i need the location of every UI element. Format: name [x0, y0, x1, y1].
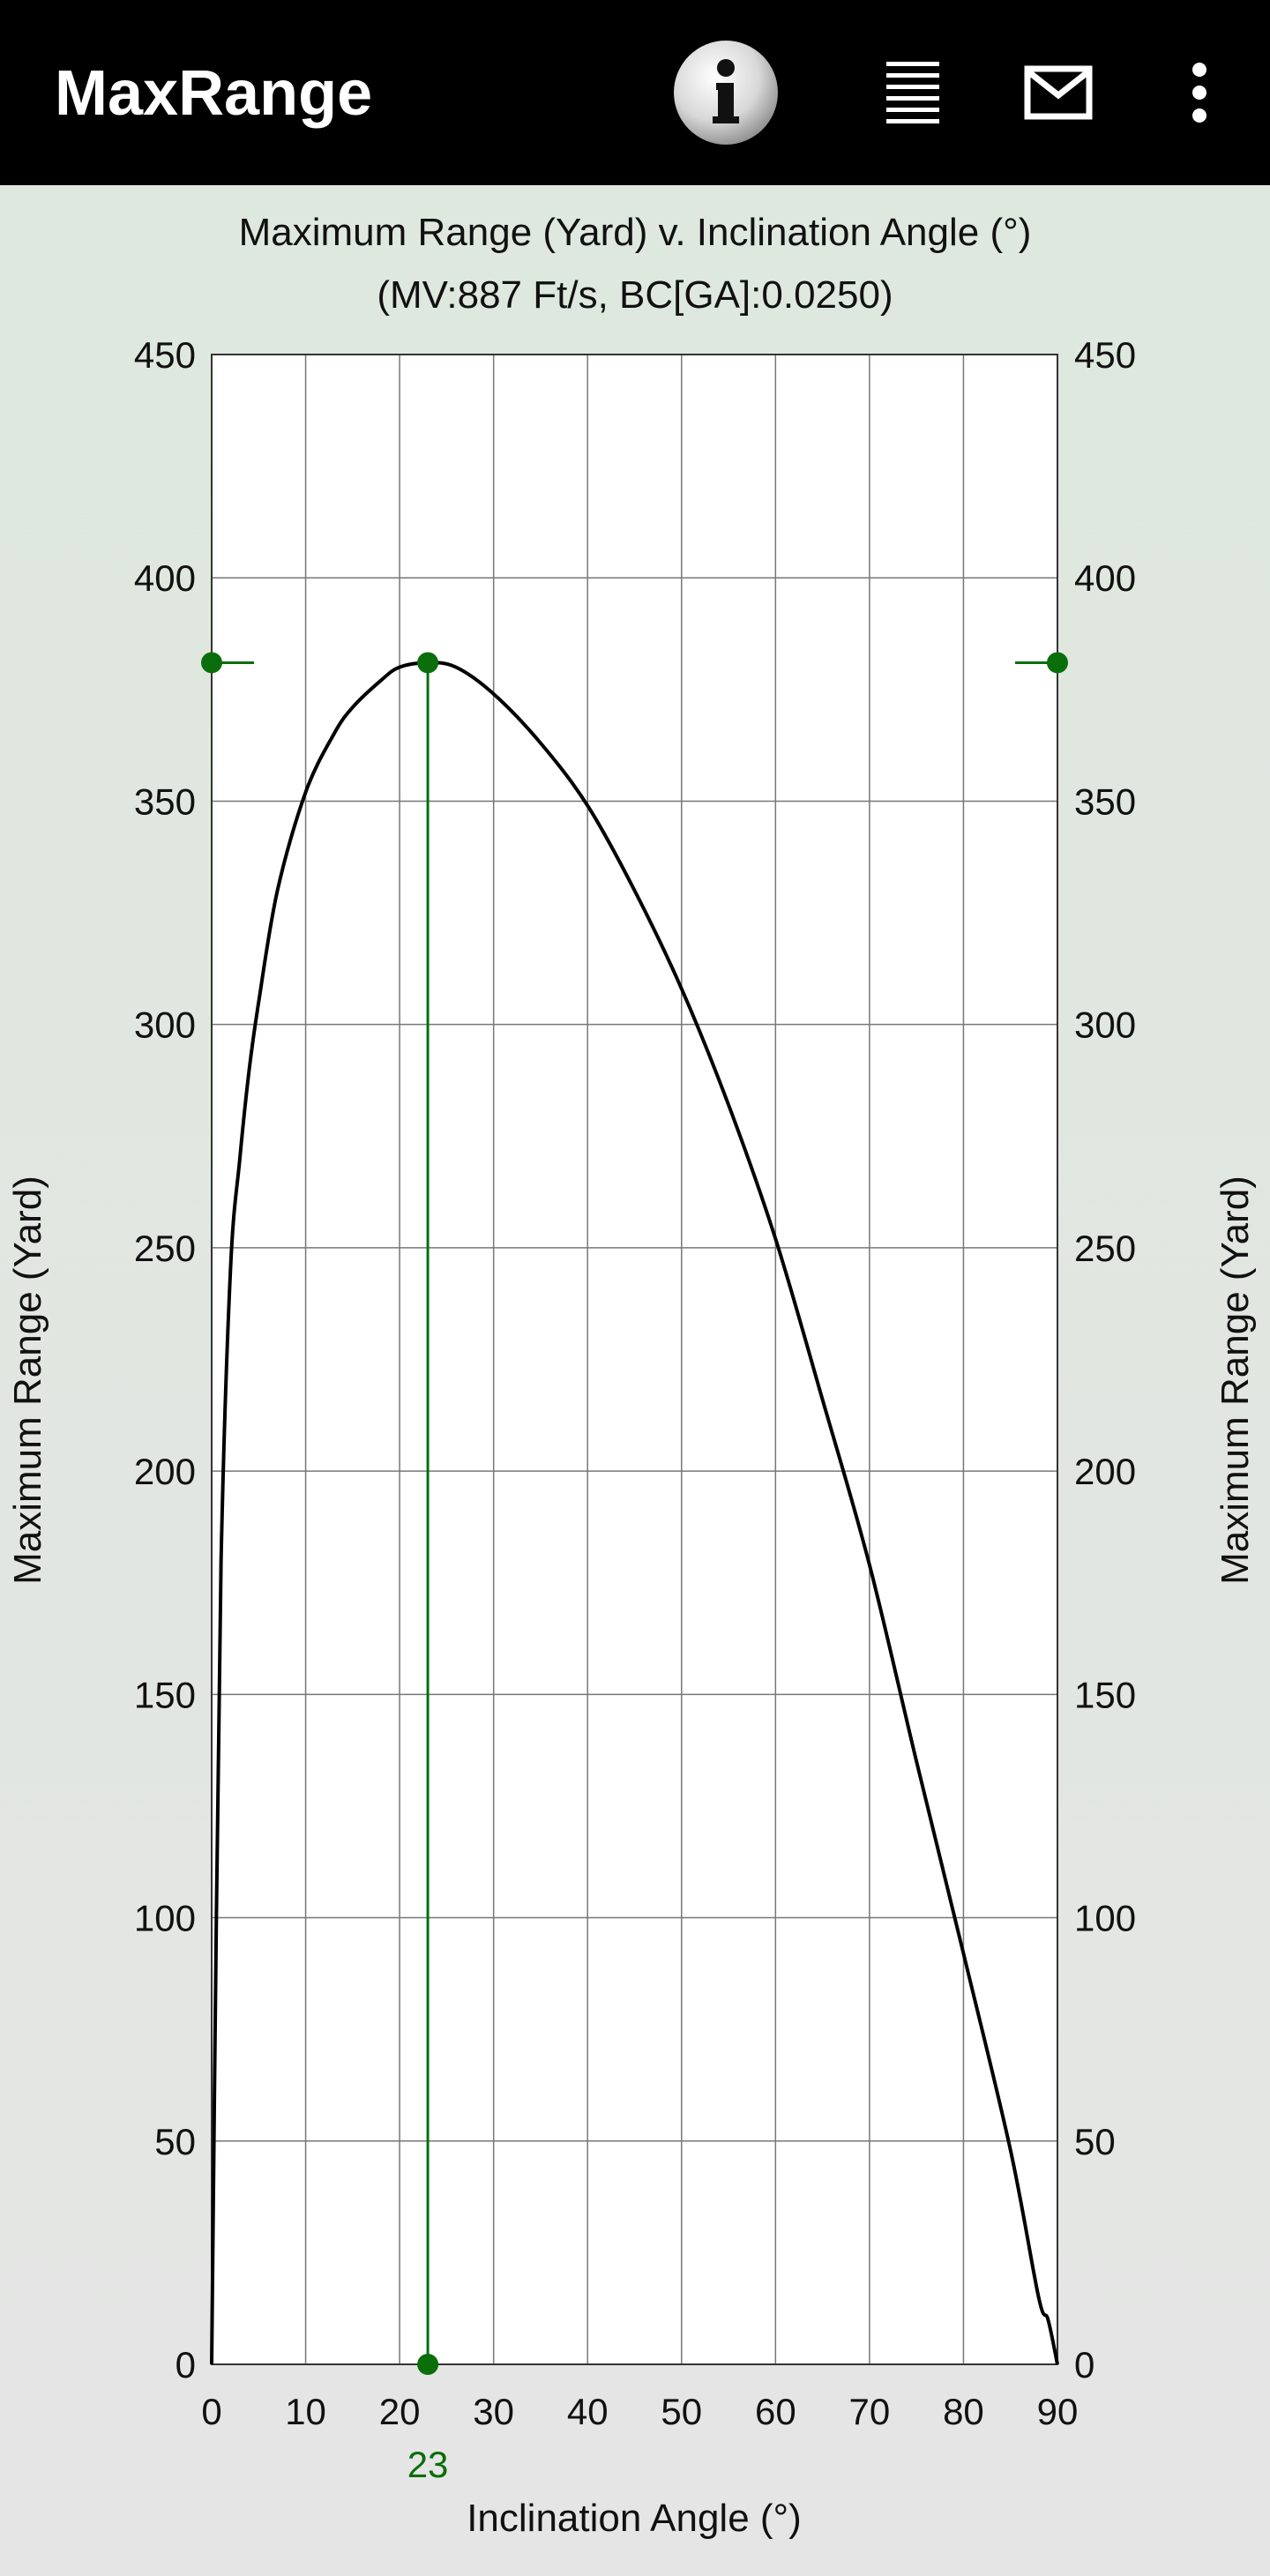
x-tick-label-3: 30 — [473, 2391, 514, 2432]
y-ticks-right: 0 50 100 150 200 250 300 350 400 450 — [1074, 334, 1136, 2386]
x-tick-label-0: 0 — [201, 2391, 221, 2432]
y-tick-label-right-5: 250 — [1074, 1228, 1136, 1269]
y-tick-label-left-0: 0 — [176, 2344, 196, 2386]
y-tick-label-left-5: 250 — [134, 1228, 196, 1269]
chart-title: Maximum Range (Yard) v. Inclination Angl… — [239, 211, 1032, 254]
y-tick-label-right-9: 450 — [1074, 334, 1136, 376]
y-tick-label-left-4: 200 — [134, 1451, 196, 1492]
x-tick-label-5: 50 — [661, 2391, 702, 2432]
y-tick-label-right-3: 150 — [1074, 1674, 1136, 1715]
plot-border — [211, 354, 1058, 2365]
x-tick-label-8: 80 — [943, 2391, 984, 2432]
plot-area — [212, 355, 1057, 2364]
marker-right-point[interactable] — [1047, 652, 1068, 674]
x-tick-label-1: 10 — [285, 2391, 326, 2432]
x-tick-label-9: 90 — [1037, 2391, 1079, 2432]
y-tick-label-right-0: 0 — [1074, 2344, 1094, 2386]
x-tick-label-6: 60 — [755, 2391, 796, 2432]
list-icon[interactable] — [864, 35, 961, 150]
chart-subtitle: (MV:887 Ft/s, BC[GA]:0.0250) — [377, 273, 893, 317]
marker-left-point[interactable] — [201, 652, 222, 674]
marker-peak-point[interactable] — [417, 652, 439, 674]
y-tick-label-left-7: 350 — [134, 780, 196, 822]
x-tick-label-4: 40 — [567, 2391, 609, 2432]
y-tick-label-left-9: 450 — [134, 334, 196, 376]
marker-base-point[interactable] — [417, 2354, 439, 2375]
y-axis-label-left: Maximum Range (Yard) — [6, 1176, 49, 1585]
marker-group[interactable]: 23 — [201, 652, 1068, 2485]
x-tick-label-2: 20 — [379, 2391, 421, 2432]
y-tick-label-left-6: 300 — [134, 1004, 196, 1046]
more-vert-icon[interactable] — [1173, 35, 1226, 150]
series-line-0 — [210, 661, 1059, 2365]
app-title: MaxRange — [55, 58, 373, 129]
y-tick-label-right-8: 400 — [1074, 557, 1136, 599]
y-ticks-left: 0 50 100 150 200 250 300 350 400 450 — [134, 334, 196, 2386]
y-tick-label-right-2: 100 — [1074, 1898, 1136, 1939]
x-ticks: 0 10 20 30 40 50 60 70 80 90 — [201, 2391, 1078, 2432]
y-tick-label-left-1: 50 — [154, 2121, 196, 2162]
marker-x-label: 23 — [407, 2444, 449, 2485]
mail-icon[interactable] — [1014, 35, 1102, 150]
info-icon[interactable] — [672, 35, 780, 150]
y-tick-label-right-7: 350 — [1074, 780, 1136, 822]
x-tick-label-7: 70 — [849, 2391, 891, 2432]
y-tick-label-left-2: 100 — [134, 1898, 196, 1939]
chart: Maximum Range (Yard) v. Inclination Angl… — [6, 211, 1257, 2540]
y-tick-label-left-3: 150 — [134, 1674, 196, 1715]
y-tick-label-right-4: 200 — [1074, 1451, 1136, 1492]
y-tick-label-left-8: 400 — [134, 557, 196, 599]
x-axis-label: Inclination Angle (°) — [467, 2497, 802, 2540]
y-axis-label-right: Maximum Range (Yard) — [1214, 1176, 1257, 1585]
series-group — [210, 661, 1059, 2365]
app-bar: MaxRange — [0, 0, 1270, 185]
y-tick-label-right-6: 300 — [1074, 1004, 1136, 1046]
y-tick-label-right-1: 50 — [1074, 2121, 1116, 2162]
